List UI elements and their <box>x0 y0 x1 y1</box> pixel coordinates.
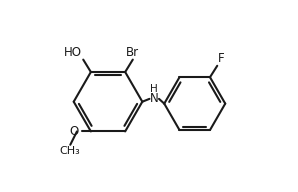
Text: CH₃: CH₃ <box>60 146 80 156</box>
Text: HO: HO <box>64 46 82 59</box>
Text: F: F <box>218 52 224 65</box>
Text: Br: Br <box>126 46 139 59</box>
Text: H: H <box>150 84 158 94</box>
Text: O: O <box>69 125 78 138</box>
Text: N: N <box>150 92 159 105</box>
